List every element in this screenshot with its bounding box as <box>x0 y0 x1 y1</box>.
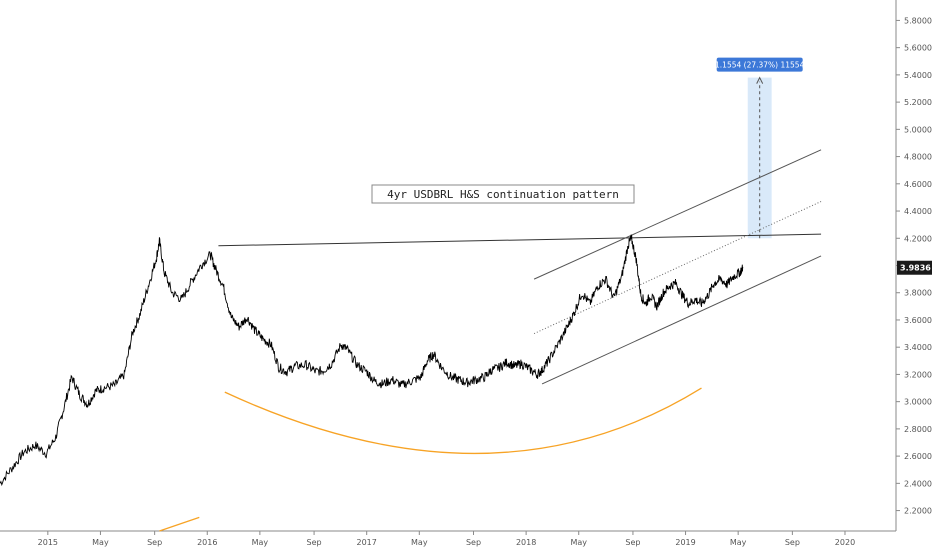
measure-label: 1.1554 (27.37%) 11554 <box>715 61 805 70</box>
price-series-line <box>0 234 744 487</box>
x-tick-label: 2020 <box>835 538 855 547</box>
y-tick-label: 2.2000 <box>904 507 932 516</box>
small-arc <box>159 516 200 532</box>
channel-lower-line <box>541 255 822 385</box>
measure-label-bg <box>716 57 803 72</box>
neckline <box>218 233 822 247</box>
y-tick-label: 5.6000 <box>904 44 932 53</box>
x-tick-label: 2019 <box>675 538 695 547</box>
x-tick-label: 2017 <box>357 538 377 547</box>
x-tick-label: Sep <box>307 538 322 547</box>
x-tick-label: May <box>730 538 747 547</box>
y-tick-label: 3.2000 <box>904 370 932 379</box>
x-tick-label: May <box>92 538 109 547</box>
y-tick-label: 5.4000 <box>904 71 932 80</box>
y-tick-label: 4.6000 <box>904 180 932 189</box>
x-tick-label: Sep <box>466 538 481 547</box>
last-price-label: 3.9836 <box>900 264 931 273</box>
x-tick-label: May <box>570 538 587 547</box>
x-tick-label: 2016 <box>197 538 217 547</box>
y-tick-label: 4.8000 <box>904 153 932 162</box>
y-tick-label: 3.6000 <box>904 316 932 325</box>
y-tick-label: 2.8000 <box>904 425 932 434</box>
x-tick-label: May <box>411 538 428 547</box>
y-tick-label: 5.8000 <box>904 16 932 25</box>
pattern-label: 4yr USDBRL H&S continuation pattern <box>387 188 619 201</box>
y-tick-label: 4.2000 <box>904 234 932 243</box>
y-tick-label: 2.4000 <box>904 479 932 488</box>
y-tick-label: 4.4000 <box>904 207 932 216</box>
y-tick-label: 3.8000 <box>904 289 932 298</box>
y-tick-label: 3.4000 <box>904 343 932 352</box>
x-tick-label: 2018 <box>516 538 536 547</box>
rounding-bottom-arc <box>224 387 702 455</box>
y-tick-label: 5.2000 <box>904 98 932 107</box>
x-tick-label: Sep <box>147 538 162 547</box>
x-tick-label: May <box>252 538 269 547</box>
measure-arrow-head <box>756 76 764 84</box>
x-tick-label: Sep <box>785 538 800 547</box>
y-tick-label: 5.0000 <box>904 125 932 134</box>
pattern-label-box <box>371 184 635 204</box>
y-tick-label: 2.6000 <box>904 452 932 461</box>
last-price-tag <box>897 260 932 275</box>
channel-upper-line <box>533 149 822 280</box>
x-tick-label: 2015 <box>38 538 58 547</box>
x-tick-label: Sep <box>625 538 640 547</box>
y-tick-label: 3.0000 <box>904 398 932 407</box>
